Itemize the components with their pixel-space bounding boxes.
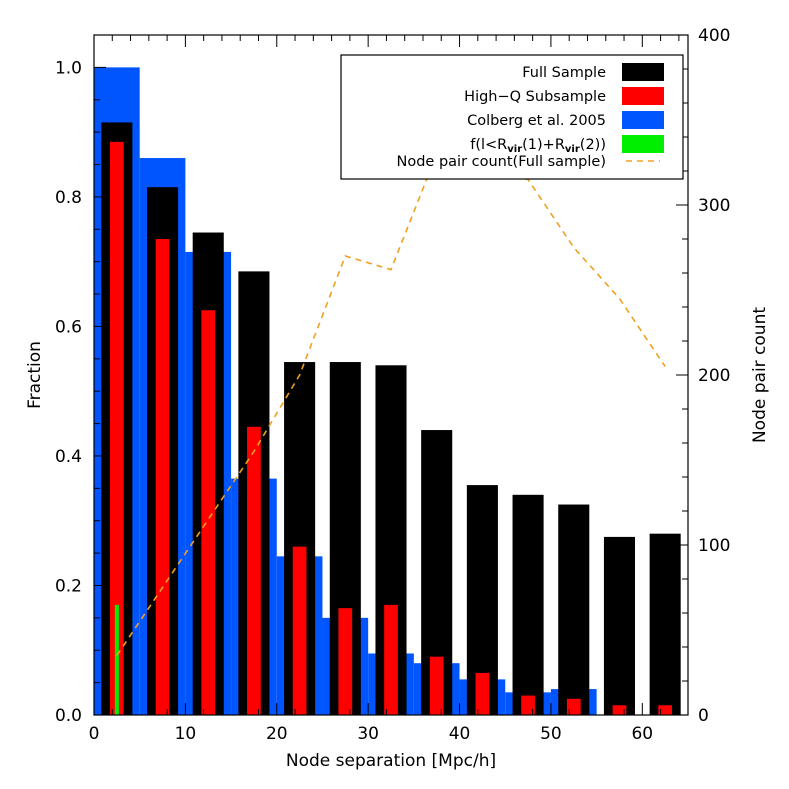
x-tick-label: 60 xyxy=(631,724,653,744)
y-tick-label: 0.0 xyxy=(55,706,82,726)
x-tick-label: 0 xyxy=(89,724,100,744)
high-q-bar xyxy=(612,705,627,715)
legend-swatch xyxy=(622,87,664,105)
legend-label: f(l<Rvir(1)+Rvir(2)) xyxy=(470,137,606,155)
legend-swatch xyxy=(622,111,664,129)
high-q-bar xyxy=(566,698,581,715)
high-q-bar xyxy=(521,695,535,715)
legend-swatch xyxy=(622,135,664,153)
y-axis-title: Fraction xyxy=(25,341,45,409)
pair-count-line xyxy=(116,152,666,656)
legend-label: High−Q Subsample xyxy=(464,89,606,105)
high-q-bar xyxy=(292,546,307,715)
y-tick-label: 0.4 xyxy=(55,447,82,467)
x-tick-label: 20 xyxy=(266,724,288,744)
legend-label-subscript: vir xyxy=(565,144,580,155)
high-q-bar xyxy=(384,604,398,715)
y-tick-label: 1.0 xyxy=(55,58,82,78)
y2-tick-label: 100 xyxy=(698,536,730,556)
bars-layer xyxy=(94,67,681,716)
legend: Full Sample High−Q Subsample Colberg et al… xyxy=(340,54,684,180)
y2-axis-title: Node pair count xyxy=(750,307,770,443)
x-tick-label: 10 xyxy=(175,724,197,744)
x-tick-label: 50 xyxy=(540,724,562,744)
high-q-bar xyxy=(247,426,261,715)
y2-tick-label: 400 xyxy=(698,26,730,46)
high-q-bar xyxy=(201,310,216,715)
full-sample-bar xyxy=(603,536,635,715)
x-tick-label: 30 xyxy=(357,724,379,744)
high-q-bar xyxy=(155,239,170,715)
full-sample-bar xyxy=(649,533,681,715)
legend-label: Colberg et al. 2005 xyxy=(467,113,606,129)
legend-label: Node pair count(Full sample) xyxy=(397,154,607,170)
legend-label-part: (2)) xyxy=(580,137,606,153)
y2-tick-label: 300 xyxy=(698,196,730,216)
high-q-bar xyxy=(338,608,353,715)
y-tick-label: 0.2 xyxy=(55,576,82,596)
y-tick-label: 0.8 xyxy=(55,188,82,208)
high-q-bar xyxy=(658,705,673,715)
high-q-bar xyxy=(109,141,124,715)
rvir-fraction-bar xyxy=(114,604,119,715)
full-sample-bar xyxy=(512,494,544,715)
high-q-bar xyxy=(475,672,490,715)
y2-tick-label: 0 xyxy=(698,706,709,726)
y2-tick-label: 200 xyxy=(698,366,730,386)
x-tick-label: 40 xyxy=(449,724,471,744)
y-tick-label: 0.6 xyxy=(55,317,82,337)
pair-count-line-layer xyxy=(116,152,666,656)
legend-label: Full Sample xyxy=(522,65,606,81)
high-q-bar xyxy=(429,656,444,715)
legend-label-part: f(l<R xyxy=(470,137,507,153)
legend-label-subscript: vir xyxy=(507,144,522,155)
x-axis-title: Node separation [Mpc/h] xyxy=(286,751,496,771)
legend-label-part: (1)+R xyxy=(522,137,565,153)
legend-swatch xyxy=(622,63,664,81)
full-sample-bar xyxy=(558,504,590,715)
ticks-layer: 0 10 20 30 40 50 60 0.0 0.2 0.4 0.6 0.8 1.0 0 100 200 30… xyxy=(55,26,731,744)
